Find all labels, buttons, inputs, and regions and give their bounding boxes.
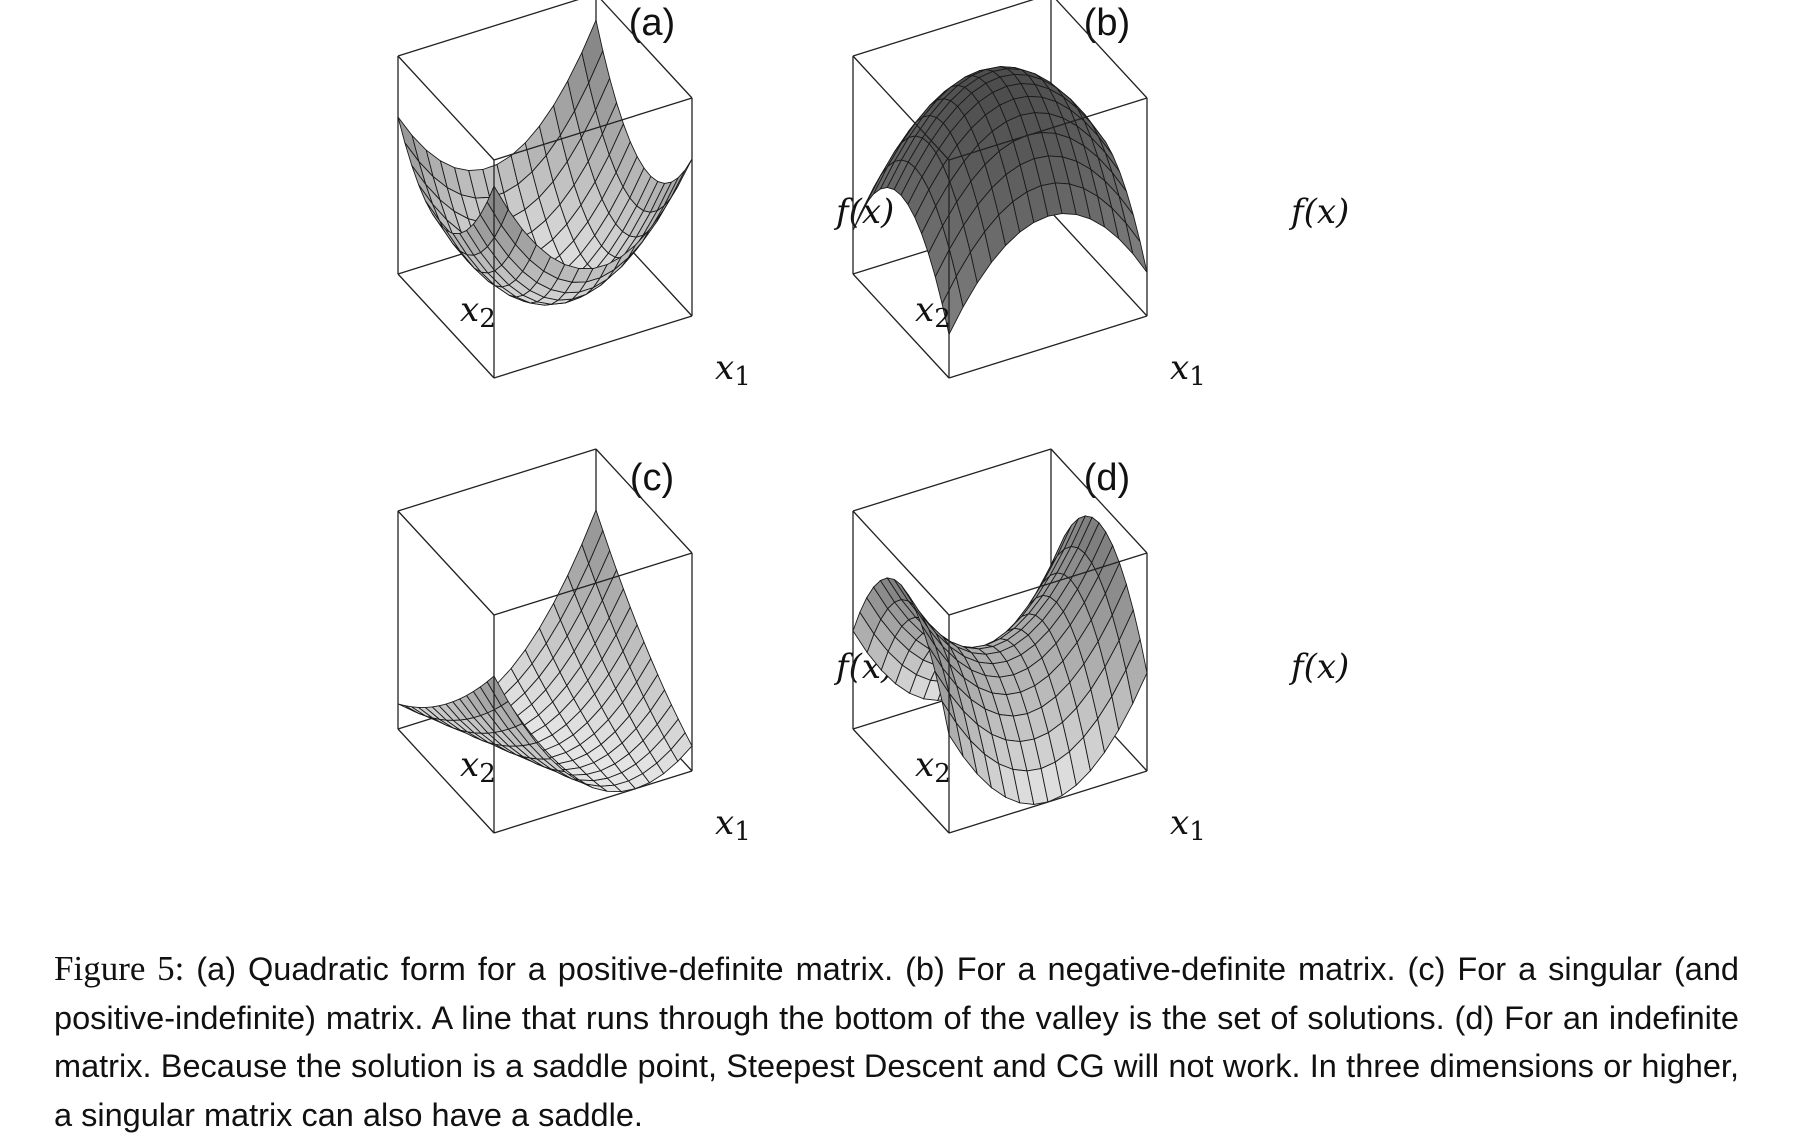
plot-group bbox=[397, 0, 693, 379]
surface-plot-a bbox=[397, 0, 693, 379]
x2-axis-label-c: x2 bbox=[460, 745, 496, 789]
box-edge bbox=[1055, 0, 1148, 99]
plot-group bbox=[397, 448, 693, 834]
panel-c: (c) f(x) x2 x1 bbox=[397, 448, 940, 875]
box-edge bbox=[852, 55, 950, 161]
x2-axis-label-a: x2 bbox=[460, 290, 496, 334]
surface-plot-c bbox=[397, 448, 693, 834]
figure-caption: Figure 5: (a) Quadratic form for a posit… bbox=[54, 945, 1739, 1139]
box-edge bbox=[397, 448, 597, 512]
panel-d: (d) f(x) x2 x1 bbox=[852, 448, 1395, 875]
box-edge bbox=[595, 448, 693, 554]
plot-group bbox=[852, 0, 1148, 379]
box-edge bbox=[397, 55, 495, 161]
x2-axis-label-d: x2 bbox=[915, 745, 951, 789]
box-edge bbox=[852, 448, 1052, 512]
surface-patch bbox=[1125, 638, 1148, 705]
x1-axis-label-a: x1 bbox=[715, 348, 751, 392]
surface-plot-b bbox=[852, 0, 1148, 379]
figure-number: Figure 5: bbox=[54, 949, 185, 988]
caption-text: (a) Quadratic form for a positive-defini… bbox=[54, 951, 1740, 1133]
box-edge bbox=[852, 510, 950, 616]
box-edge bbox=[493, 770, 693, 834]
box-edge bbox=[397, 273, 495, 379]
surface-patch bbox=[670, 731, 693, 763]
x1-axis-label-c: x1 bbox=[715, 803, 751, 847]
box-edge bbox=[397, 510, 495, 616]
f-axis-label-d: f(x) bbox=[1291, 647, 1350, 687]
box-edge bbox=[852, 728, 950, 834]
x1-axis-label-b: x1 bbox=[1170, 348, 1206, 392]
x1-axis-label-d: x1 bbox=[1170, 803, 1206, 847]
surface-patch bbox=[670, 158, 693, 198]
box-edge bbox=[493, 97, 693, 161]
surface-patch bbox=[1125, 222, 1148, 273]
panel-label-c: (c) bbox=[629, 457, 675, 499]
box-edge bbox=[948, 97, 1148, 161]
box-edge bbox=[397, 0, 580, 57]
box-edge bbox=[600, 0, 693, 99]
box-edge bbox=[948, 315, 1148, 379]
plot-group bbox=[852, 448, 1148, 834]
f-axis-label-b: f(x) bbox=[1291, 192, 1350, 232]
box-edge bbox=[1050, 211, 1148, 317]
x2-axis-label-b: x2 bbox=[915, 290, 951, 334]
box-edge bbox=[493, 315, 693, 379]
box-edge bbox=[493, 552, 693, 616]
box-edge bbox=[397, 728, 495, 834]
box-edge bbox=[1050, 448, 1148, 554]
surface-plot-d bbox=[852, 448, 1148, 834]
f-axis-label-a: f(x) bbox=[836, 192, 895, 232]
box-edge bbox=[948, 770, 1148, 834]
panel-a: (a) f(x) x2 x1 bbox=[397, 0, 940, 420]
box-edge bbox=[852, 0, 1035, 57]
box-edge bbox=[948, 552, 1148, 616]
panel-b: (b) f(x) x2 x1 bbox=[852, 0, 1395, 420]
box-edge bbox=[852, 273, 950, 379]
